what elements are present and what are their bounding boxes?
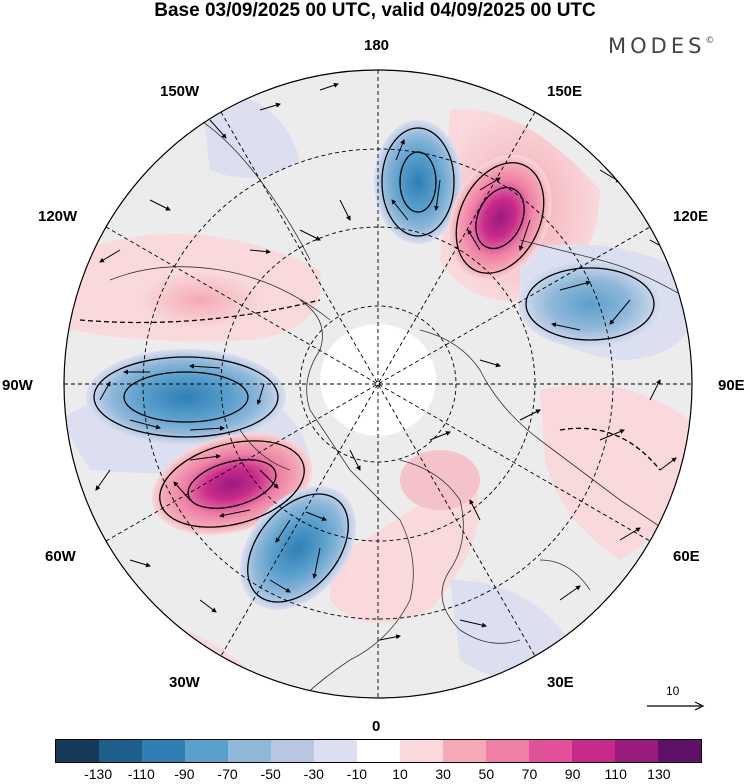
colorbar-segment xyxy=(658,740,701,762)
lon-label-180: 180 xyxy=(364,37,390,54)
brand-logo: MODES© xyxy=(608,34,714,58)
colorbar-segment xyxy=(572,740,615,762)
colorbar-segment xyxy=(443,740,486,762)
colorbar-tick-label: -130 xyxy=(84,766,113,782)
lon-label-0: 0 xyxy=(372,718,381,735)
lon-label-30e: 30E xyxy=(547,674,574,691)
colorbar-tick-label: -50 xyxy=(260,766,281,782)
brand-name: MODES xyxy=(608,34,706,58)
colorbar-segment xyxy=(228,740,271,762)
colorbar-tick-label: -110 xyxy=(127,766,155,782)
lon-label-60e: 60E xyxy=(673,548,700,565)
colorbar-segment xyxy=(99,740,142,762)
colorbar-segment xyxy=(185,740,228,762)
colorbar-tick-label: 30 xyxy=(435,766,451,782)
brand-mark: © xyxy=(705,36,715,46)
lon-label-120w: 120W xyxy=(38,208,78,225)
colorbar-segment xyxy=(142,740,185,762)
contour-lines xyxy=(79,127,661,603)
colorbar-segment xyxy=(529,740,572,762)
colorbar-segment xyxy=(271,740,314,762)
vector-reference-label: 10 xyxy=(666,684,680,698)
lon-label-30w: 30W xyxy=(169,674,200,691)
colorbar-segment xyxy=(314,740,357,762)
colorbar-tick-label: -10 xyxy=(346,766,368,782)
map-boundary xyxy=(63,69,693,699)
page-title: Base 03/09/2025 00 UTC, valid 04/09/2025… xyxy=(154,0,596,21)
graticule xyxy=(64,70,692,698)
colorbar-tick-label: -70 xyxy=(217,766,238,782)
lon-label-90w: 90W xyxy=(2,377,33,394)
vector-reference-arrow xyxy=(647,701,705,711)
colorbar-tick-label: 90 xyxy=(564,766,581,782)
colorbar-tick-label: -90 xyxy=(174,766,195,782)
wind-vectors xyxy=(95,82,677,673)
colorbar-tick-label: 50 xyxy=(478,766,495,782)
colorbar-segment xyxy=(486,740,529,762)
colorbar-labels: -130 -110 -90 -70 -50 -30 -10 10 30 50 70 90 110 130 xyxy=(0,766,750,784)
lon-label-120e: 120E xyxy=(673,208,709,225)
colorbar-tick-label: -30 xyxy=(303,766,324,782)
colorbar xyxy=(55,739,702,763)
colorbar-segment xyxy=(615,740,658,762)
colorbar-segment xyxy=(357,740,400,762)
lon-label-60w: 60W xyxy=(45,548,76,565)
lon-label-150w: 150W xyxy=(160,83,200,100)
colorbar-tick-label: 110 xyxy=(604,766,627,782)
lon-label-150e: 150E xyxy=(547,83,583,100)
lon-label-90e: 90E xyxy=(718,377,745,394)
colorbar-tick-label: 130 xyxy=(647,766,671,782)
coastlines xyxy=(109,119,691,698)
colorbar-tick-label: 10 xyxy=(392,766,408,782)
colorbar-tick-label: 70 xyxy=(521,766,538,782)
colorbar-segment xyxy=(400,740,443,762)
colorbar-segment xyxy=(56,740,99,762)
